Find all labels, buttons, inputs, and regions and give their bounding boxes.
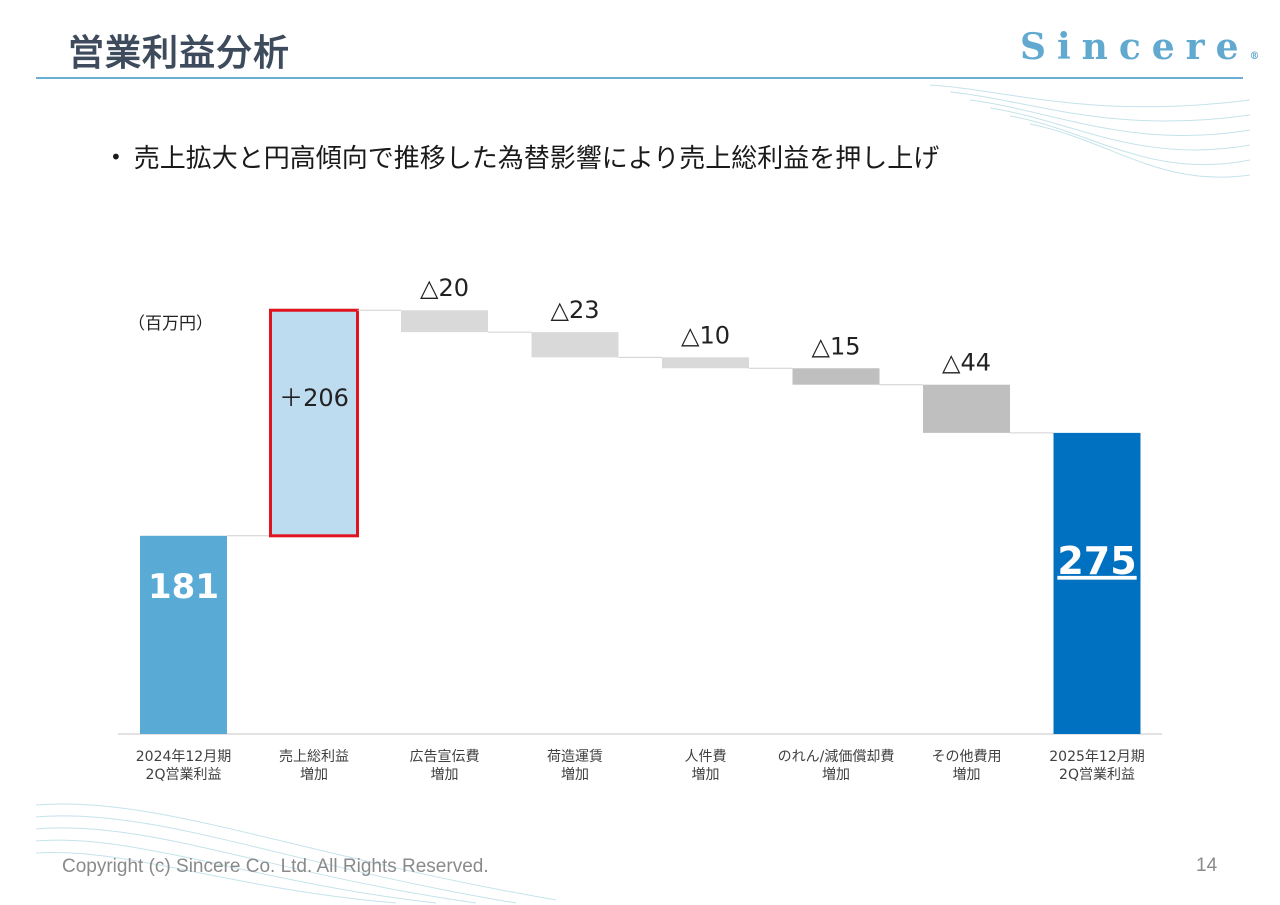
bar-7: [1053, 432, 1141, 734]
data-label-6: △44: [942, 349, 991, 377]
bullet-text: 売上拡大と円高傾向で推移した為替影響により売上総利益を押し上げ: [133, 144, 940, 174]
category-label-6-line1: その他費用: [932, 749, 1002, 765]
bullet-dot: •: [110, 145, 122, 169]
data-label-3: △23: [551, 296, 600, 324]
category-label-0-line1: 2024年12月期: [136, 749, 231, 765]
bar-3: [531, 332, 619, 358]
category-label-2-line2: 増加: [431, 767, 459, 783]
category-label-7-line2: 2Q営業利益: [1059, 767, 1135, 783]
bar-2: [401, 310, 488, 333]
data-label-5: △15: [812, 332, 861, 360]
category-label-6-line2: 増加: [953, 767, 981, 783]
bar-4: [662, 357, 749, 369]
bar-1: [269, 308, 359, 538]
page-number: 14: [1196, 855, 1218, 876]
data-label-2: △20: [420, 274, 469, 302]
category-label-4-line2: 増加: [692, 767, 720, 783]
category-label-0-line2: 2Q営業利益: [146, 767, 222, 783]
bottom-left-wave-decoration: [36, 803, 556, 904]
category-label-2-line1: 広告宣伝費: [410, 749, 480, 765]
brand-name: Sincere: [1020, 26, 1250, 68]
top-right-wave-decoration: [930, 84, 1250, 178]
category-label-5-line1: のれん/減価償却費: [778, 748, 895, 765]
bar-0: [140, 535, 227, 734]
category-label-5-line2: 増加: [822, 767, 850, 783]
category-label-7-line1: 2025年12月期: [1049, 749, 1144, 765]
category-label-1-line1: 売上総利益: [279, 749, 349, 765]
data-label-1: ＋206: [279, 384, 349, 412]
category-label-3-line1: 荷造運賃: [547, 749, 603, 765]
bar-5: [792, 368, 880, 385]
registered-mark: ®: [1249, 51, 1260, 62]
bullet-point: • 売上拡大と円高傾向で推移した為替影響により売上総利益を押し上げ: [110, 138, 939, 175]
copyright-notice: Copyright (c) Sincere Co. Ltd. All Right…: [62, 856, 489, 877]
title-divider: [36, 77, 1243, 79]
category-label-4-line1: 人件費: [685, 749, 727, 765]
category-label-1-line2: 増加: [300, 767, 328, 783]
brand-logo: Sincere®: [1020, 26, 1260, 68]
data-label-7: 275: [1057, 539, 1136, 583]
category-label-3-line2: 増加: [561, 767, 589, 783]
unit-label: （百万円）: [128, 314, 213, 334]
slide-title: 営業利益分析: [68, 33, 291, 74]
data-label-0: 181: [148, 567, 219, 607]
bar-6: [923, 384, 1010, 433]
data-label-4: △10: [681, 321, 730, 349]
